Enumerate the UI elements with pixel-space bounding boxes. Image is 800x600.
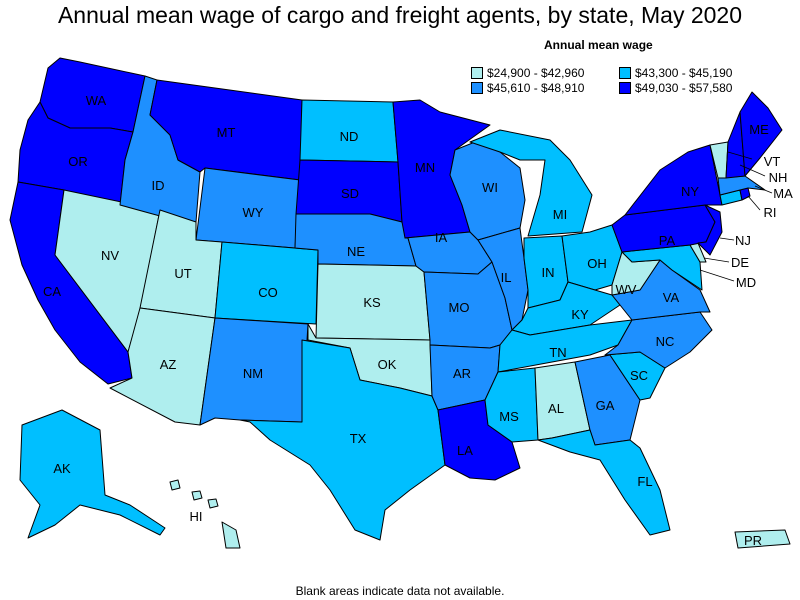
state-label-ma: MA: [773, 186, 793, 201]
state-label-al: AL: [548, 401, 564, 416]
state-label-ga: GA: [596, 398, 615, 413]
state-label-nj: NJ: [735, 233, 751, 248]
state-me[interactable]: [739, 91, 783, 177]
state-label-me: ME: [749, 122, 769, 137]
state-label-wv: WV: [616, 282, 637, 297]
state-label-ks: KS: [363, 295, 381, 310]
state-ny[interactable]: [624, 144, 723, 216]
state-label-nd: ND: [340, 129, 359, 144]
state-label-hi: HI: [190, 509, 203, 524]
state-label-pa: PA: [659, 233, 676, 248]
leader-line-ma: [754, 185, 773, 194]
state-label-pr: PR: [744, 533, 762, 548]
leader-line-nj: [719, 237, 735, 241]
state-label-tx: TX: [350, 431, 367, 446]
state-label-co: CO: [258, 285, 278, 300]
state-co[interactable]: [214, 241, 319, 325]
legend-label-3: $45,610 - $48,910: [487, 81, 585, 95]
state-label-ok: OK: [378, 357, 397, 372]
state-label-nv: NV: [101, 248, 119, 263]
state-label-nc: NC: [656, 334, 675, 349]
state-label-nh: NH: [769, 170, 788, 185]
state-label-oh: OH: [587, 256, 607, 271]
state-label-nm: NM: [243, 366, 263, 381]
state-label-vt: VT: [764, 154, 781, 169]
state-label-mo: MO: [449, 300, 470, 315]
state-label-id: ID: [152, 178, 165, 193]
map-title: Annual mean wage of cargo and freight ag…: [57, 2, 743, 28]
legend-item-3: $45,610 - $48,910: [471, 81, 584, 95]
legend-label-1: $24,900 - $42,960: [487, 66, 585, 80]
legend-swatch-4: [619, 82, 631, 94]
leader-line-md: [699, 269, 735, 282]
legend-item-1: $24,900 - $42,960: [471, 66, 584, 80]
state-hi[interactable]: [169, 479, 241, 549]
legend-swatch-3: [471, 82, 483, 94]
state-ak[interactable]: [19, 409, 166, 539]
state-label-az: AZ: [160, 357, 177, 372]
leader-line-nh: [739, 164, 766, 177]
legend-label-4: $49,030 - $57,580: [635, 81, 733, 95]
legend-label-2: $43,300 - $45,190: [635, 66, 733, 80]
state-label-de: DE: [731, 255, 749, 270]
state-label-ri: RI: [764, 205, 777, 220]
legend-item-4: $49,030 - $57,580: [619, 81, 732, 95]
leader-line-ri: [747, 195, 761, 211]
state-label-in: IN: [542, 265, 555, 280]
legend-title: Annual mean wage: [544, 38, 653, 52]
state-label-fl: FL: [637, 474, 652, 489]
legend-item-2: $43,300 - $45,190: [619, 66, 732, 80]
leader-line-de: [703, 257, 730, 263]
state-label-ny: NY: [681, 184, 699, 199]
state-label-wy: WY: [243, 205, 264, 220]
state-label-or: OR: [68, 154, 88, 169]
state-label-va: VA: [663, 290, 680, 305]
state-label-il: IL: [501, 270, 512, 285]
state-label-md: MD: [736, 275, 756, 290]
state-label-ar: AR: [453, 366, 471, 381]
state-label-ut: UT: [174, 266, 191, 281]
state-label-la: LA: [457, 443, 473, 458]
footnote: Blank areas indicate data not available.: [295, 584, 505, 598]
state-tx[interactable]: [239, 339, 446, 541]
state-label-ia: IA: [435, 230, 448, 245]
state-label-ca: CA: [43, 284, 61, 299]
state-nj[interactable]: [697, 204, 723, 256]
state-fl[interactable]: [537, 429, 671, 536]
state-label-ms: MS: [499, 409, 519, 424]
state-label-ky: KY: [571, 307, 589, 322]
state-label-mn: MN: [415, 160, 435, 175]
leader-line-vt: [727, 151, 753, 160]
state-label-wi: WI: [482, 180, 498, 195]
state-label-mi: MI: [553, 207, 567, 222]
state-label-sc: SC: [630, 368, 648, 383]
state-label-wa: WA: [86, 93, 107, 108]
state-label-tn: TN: [549, 345, 566, 360]
legend-swatch-1: [471, 67, 483, 79]
state-pr[interactable]: [734, 529, 791, 549]
state-mi[interactable]: [469, 129, 593, 237]
legend-swatch-2: [619, 67, 631, 79]
state-label-ak: AK: [53, 461, 71, 476]
state-label-mt: MT: [217, 125, 236, 140]
state-label-ne: NE: [347, 244, 365, 259]
state-label-sd: SD: [341, 186, 359, 201]
